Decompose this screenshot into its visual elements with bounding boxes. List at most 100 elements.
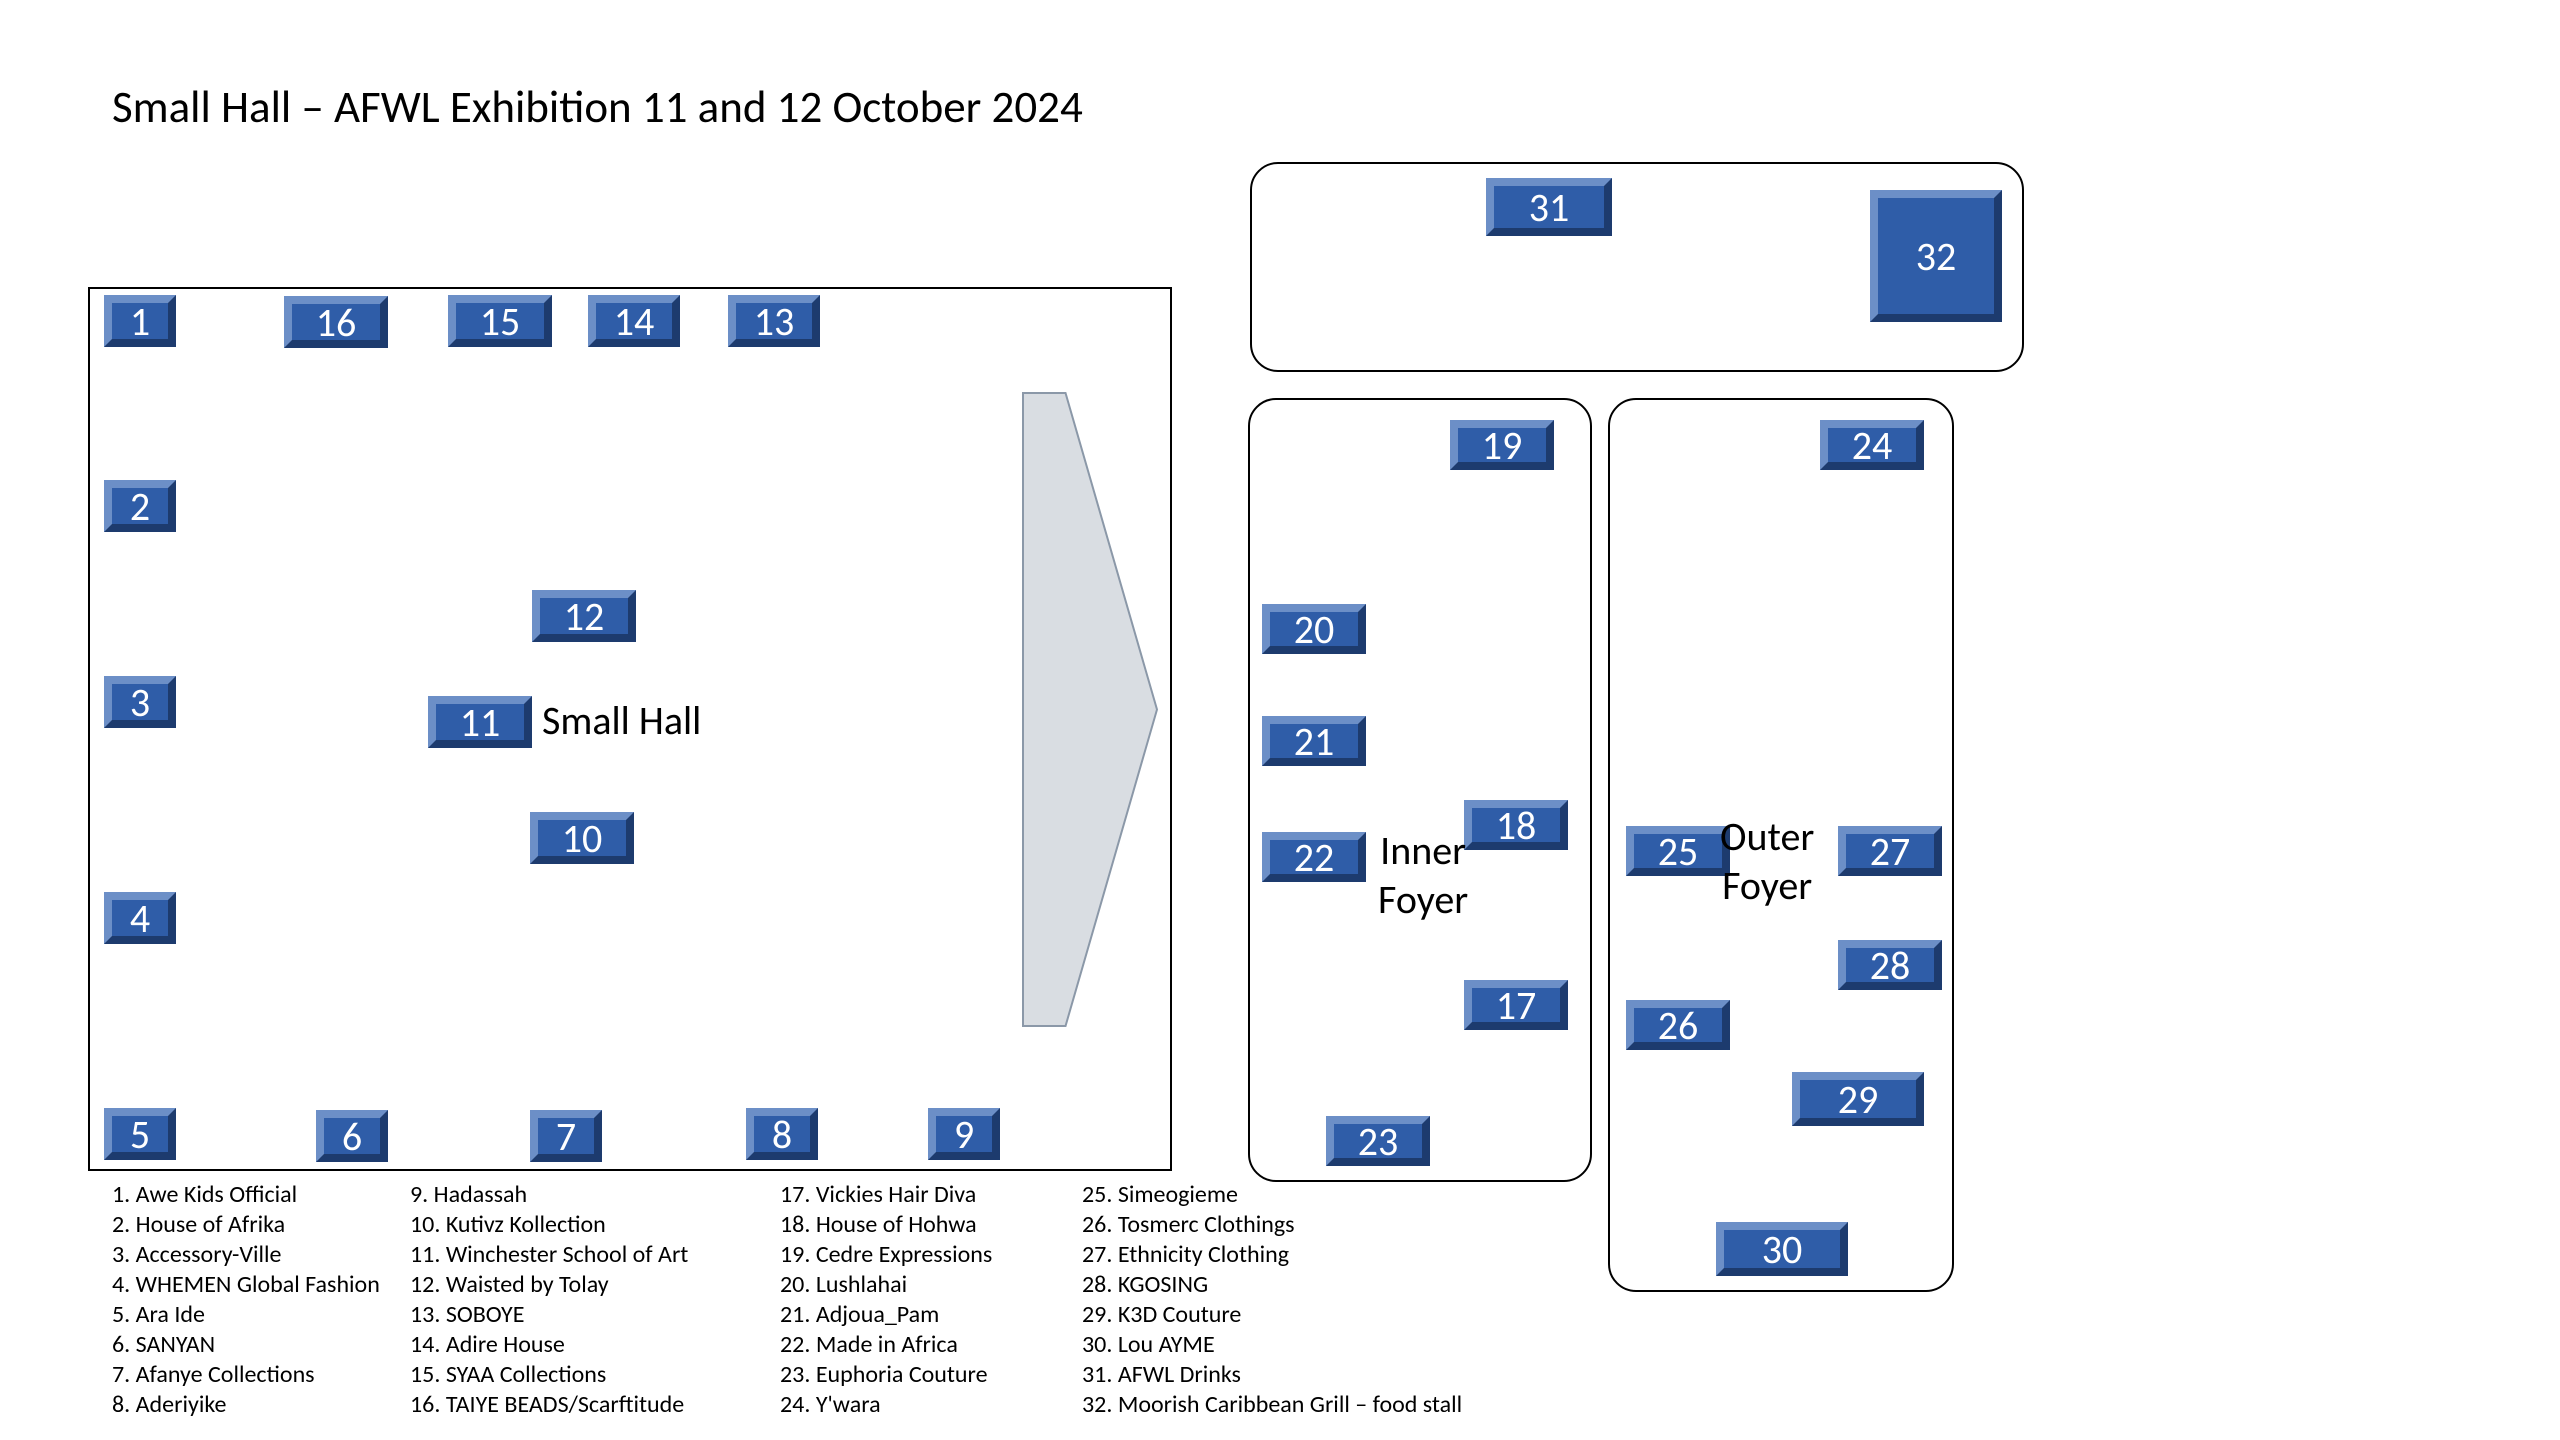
legend-item: 22. Made in Africa	[780, 1330, 992, 1360]
booth-29: 29	[1792, 1072, 1924, 1126]
booth-24: 24	[1820, 420, 1924, 470]
booth-number: 17	[1496, 981, 1537, 1030]
booth-number: 18	[1496, 801, 1537, 850]
page-title: Small Hall – AFWL Exhibition 11 and 12 O…	[112, 80, 1083, 135]
booth-21: 21	[1262, 716, 1366, 766]
legend-item: 26. Tosmerc Clothings	[1082, 1210, 1462, 1240]
booth-22: 22	[1262, 832, 1366, 882]
room-label-small-hall: Small Hall	[542, 696, 701, 745]
booth-13: 13	[728, 295, 820, 347]
arrow-shape	[1022, 392, 1158, 1027]
booth-number: 23	[1358, 1117, 1399, 1166]
legend-item: 27. Ethnicity Clothing	[1082, 1240, 1462, 1270]
booth-number: 27	[1870, 827, 1911, 876]
booth-number: 2	[130, 482, 150, 531]
legend-item: 13. SOBOYE	[410, 1300, 688, 1330]
legend-item: 31. AFWL Drinks	[1082, 1360, 1462, 1390]
booth-15: 15	[448, 295, 552, 347]
booth-number: 19	[1482, 421, 1523, 470]
booth-16: 16	[284, 296, 388, 348]
legend-item: 10. Kutivz Kollection	[410, 1210, 688, 1240]
booth-27: 27	[1838, 826, 1942, 876]
legend-item: 1. Awe Kids Official	[112, 1180, 380, 1210]
booth-11: 11	[428, 696, 532, 748]
legend-item: 20. Lushlahai	[780, 1270, 992, 1300]
legend-item: 32. Moorish Caribbean Grill – food stall	[1082, 1390, 1462, 1420]
booth-2: 2	[104, 480, 176, 532]
legend-item: 28. KGOSING	[1082, 1270, 1462, 1300]
legend-item: 21. Adjoua_Pam	[780, 1300, 992, 1330]
booth-number: 5	[130, 1110, 150, 1159]
booth-number: 11	[460, 698, 501, 747]
booth-31: 31	[1486, 178, 1612, 236]
legend-item: 24. Y'wara	[780, 1390, 992, 1420]
legend-item: 16. TAIYE BEADS/Scarftitude	[410, 1390, 688, 1420]
booth-number: 31	[1529, 183, 1570, 232]
booth-number: 25	[1658, 827, 1699, 876]
booth-number: 12	[564, 592, 605, 641]
legend-item: 2. House of Afrika	[112, 1210, 380, 1240]
booth-6: 6	[316, 1110, 388, 1162]
booth-number: 16	[316, 298, 357, 347]
booth-number: 24	[1852, 421, 1893, 470]
booth-number: 6	[342, 1112, 362, 1161]
booth-32: 32	[1870, 190, 2002, 322]
legend-item: 5. Ara Ide	[112, 1300, 380, 1330]
booth-5: 5	[104, 1108, 176, 1160]
booth-7: 7	[530, 1110, 602, 1162]
booth-number: 8	[772, 1110, 792, 1159]
booth-number: 30	[1762, 1225, 1803, 1274]
booth-number: 3	[130, 678, 150, 727]
legend-item: 15. SYAA Collections	[410, 1360, 688, 1390]
booth-number: 9	[954, 1110, 974, 1159]
booth-number: 15	[480, 297, 521, 346]
booth-number: 13	[754, 297, 795, 346]
legend-item: 19. Cedre Expressions	[780, 1240, 992, 1270]
booth-4: 4	[104, 892, 176, 944]
room-label-inner-foyer: InnerFoyer	[1378, 826, 1468, 924]
booth-17: 17	[1464, 980, 1568, 1030]
booth-number: 7	[556, 1112, 576, 1161]
booth-26: 26	[1626, 1000, 1730, 1050]
booth-number: 4	[130, 894, 150, 943]
legend-item: 3. Accessory-Ville	[112, 1240, 380, 1270]
booth-23: 23	[1326, 1116, 1430, 1166]
booth-25: 25	[1626, 826, 1730, 876]
legend-item: 30. Lou AYME	[1082, 1330, 1462, 1360]
legend-col-2: 9. Hadassah10. Kutivz Kollection11. Winc…	[410, 1180, 688, 1420]
booth-18: 18	[1464, 800, 1568, 850]
booth-19: 19	[1450, 420, 1554, 470]
legend-item: 18. House of Hohwa	[780, 1210, 992, 1240]
booth-3: 3	[104, 676, 176, 728]
booth-number: 22	[1294, 833, 1335, 882]
legend-item: 9. Hadassah	[410, 1180, 688, 1210]
booth-number: 29	[1838, 1075, 1879, 1124]
booth-number: 1	[130, 297, 150, 346]
booth-14: 14	[588, 295, 680, 347]
booth-number: 10	[562, 814, 603, 863]
booth-number: 14	[614, 297, 655, 346]
booth-20: 20	[1262, 604, 1366, 654]
legend-col-4: 25. Simeogieme26. Tosmerc Clothings27. E…	[1082, 1180, 1462, 1420]
booth-number: 26	[1658, 1001, 1699, 1050]
legend-item: 12. Waisted by Tolay	[410, 1270, 688, 1300]
legend-col-3: 17. Vickies Hair Diva18. House of Hohwa1…	[780, 1180, 992, 1420]
booth-12: 12	[532, 590, 636, 642]
room-inner-foyer	[1248, 398, 1592, 1182]
booth-30: 30	[1716, 1222, 1848, 1276]
floorplan-canvas: Small Hall – AFWL Exhibition 11 and 12 O…	[0, 0, 2560, 1440]
legend-item: 17. Vickies Hair Diva	[780, 1180, 992, 1210]
booth-number: 21	[1294, 717, 1335, 766]
legend-item: 6. SANYAN	[112, 1330, 380, 1360]
booth-10: 10	[530, 812, 634, 864]
booth-1: 1	[104, 295, 176, 347]
legend-item: 23. Euphoria Couture	[780, 1360, 992, 1390]
booth-number: 20	[1294, 605, 1335, 654]
legend-item: 25. Simeogieme	[1082, 1180, 1462, 1210]
legend-item: 11. Winchester School of Art	[410, 1240, 688, 1270]
legend-item: 8. Aderiyike	[112, 1390, 380, 1420]
legend-item: 7. Afanye Collections	[112, 1360, 380, 1390]
booth-8: 8	[746, 1108, 818, 1160]
booth-number: 28	[1870, 941, 1911, 990]
legend-item: 29. K3D Couture	[1082, 1300, 1462, 1330]
